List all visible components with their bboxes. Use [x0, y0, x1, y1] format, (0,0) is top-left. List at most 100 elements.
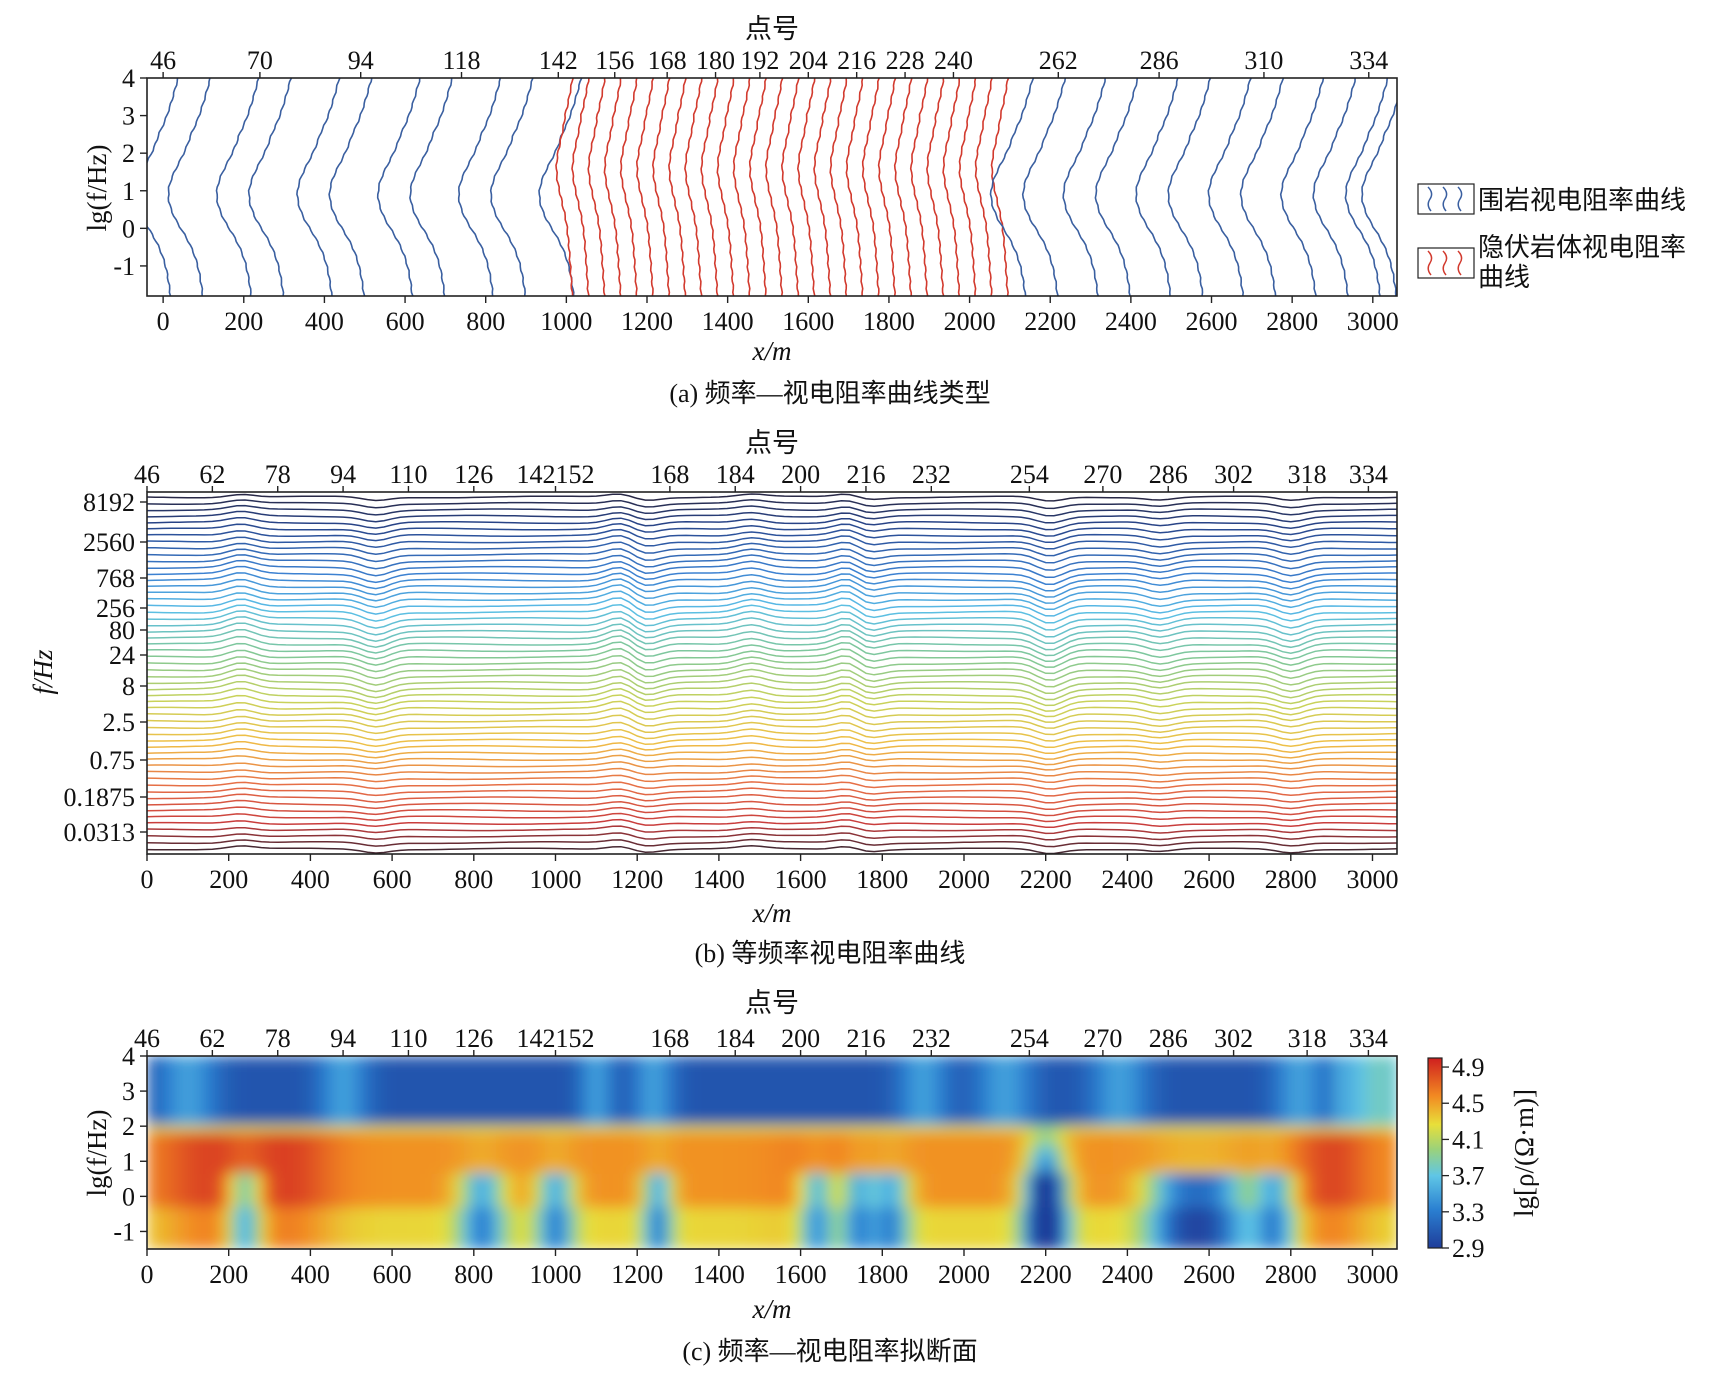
heatmap-cell [593, 1166, 603, 1174]
heatmap-cell [1080, 1235, 1090, 1243]
heatmap-cell [195, 1138, 205, 1147]
heatmap-cell [349, 1131, 359, 1140]
heatmap-cell [455, 1214, 465, 1223]
x-tick-label: 2800 [1266, 307, 1318, 336]
heatmap-cell [1145, 1069, 1155, 1078]
x-tick-label: 2000 [938, 865, 990, 894]
heatmap-cell [585, 1138, 595, 1147]
heatmap-cell [836, 1187, 846, 1195]
heatmap-cell [723, 1124, 733, 1133]
heatmap-cell [1218, 1221, 1228, 1230]
heatmap-cell [260, 1138, 270, 1147]
heatmap-cell [1283, 1138, 1293, 1147]
heatmap-cell [236, 1173, 246, 1181]
heatmap-cell [317, 1193, 327, 1202]
heatmap-cell [788, 1138, 798, 1147]
heatmap-cell [698, 1166, 708, 1174]
heatmap-cell [203, 1062, 213, 1071]
heatmap-cell [536, 1214, 546, 1223]
heatmap-cell [1234, 1097, 1244, 1106]
heatmap-cell [926, 1235, 936, 1243]
heatmap-cell [682, 1159, 692, 1168]
heatmap-cell [1348, 1083, 1358, 1092]
heatmap-cell [772, 1131, 781, 1140]
heatmap-cell [780, 1180, 789, 1188]
heatmap-cell [1080, 1097, 1090, 1106]
heatmap-cell [682, 1118, 692, 1126]
heatmap-cell [1080, 1159, 1090, 1168]
heatmap-cell [966, 1111, 976, 1119]
heatmap-cell [1202, 1118, 1212, 1126]
heatmap-cell [934, 1207, 944, 1216]
heatmap-cell [682, 1193, 692, 1202]
heatmap-cell [983, 1228, 992, 1236]
heatmap-cell [1275, 1062, 1285, 1071]
heatmap-cell [512, 1118, 522, 1126]
colorbar-tick-label: 4.1 [1452, 1125, 1485, 1154]
heatmap-cell [1186, 1104, 1195, 1112]
heatmap-cell [893, 1242, 903, 1249]
heatmap-cell [1048, 1111, 1057, 1119]
heatmap-cell [593, 1104, 603, 1112]
heatmap-cell [1039, 1193, 1049, 1202]
heatmap-cell [447, 1131, 457, 1140]
heatmap-cell [260, 1124, 270, 1133]
heatmap-cell [147, 1228, 156, 1236]
x-tick-label: 1600 [775, 1260, 827, 1289]
heatmap-cell [1039, 1159, 1049, 1168]
x-tick-label: 3000 [1346, 1260, 1398, 1289]
heatmap-cell [828, 1200, 838, 1209]
heatmap-cell [707, 1193, 716, 1202]
heatmap-cell [358, 1076, 367, 1085]
heatmap-cell [1080, 1083, 1090, 1092]
panel-c-top-tick-labels: 46 62 78 94 110 126 142152 168 184 200 216 232 254 27… [134, 1024, 1388, 1056]
host-rock-curve [296, 78, 341, 296]
heatmap-cell [788, 1187, 798, 1195]
heatmap-cell [1088, 1214, 1098, 1223]
concealed-rock-curve [990, 78, 1010, 296]
heatmap-cell [1234, 1221, 1244, 1230]
heatmap-cell [1283, 1242, 1293, 1249]
heatmap-cell [1031, 1090, 1041, 1099]
heatmap-cell [293, 1159, 302, 1168]
heatmap-cell [504, 1090, 513, 1099]
top-tick-label: 310 [1244, 46, 1283, 75]
heatmap-cell [1348, 1173, 1358, 1181]
iso-frequency-curve [147, 747, 1397, 760]
heatmap-cell [1380, 1083, 1390, 1092]
heatmap-cell [1323, 1180, 1333, 1188]
heatmap-cell [520, 1062, 530, 1071]
heatmap-cell [715, 1214, 725, 1223]
heatmap-cell [804, 1145, 814, 1154]
heatmap-cell [934, 1235, 944, 1243]
heatmap-cell [528, 1242, 538, 1249]
heatmap-cell [1291, 1062, 1301, 1071]
heatmap-cell [390, 1118, 400, 1126]
heatmap-cell [366, 1076, 376, 1085]
heatmap-cell [1080, 1193, 1090, 1202]
heatmap-cell [1104, 1111, 1114, 1119]
heatmap-cell [1096, 1214, 1106, 1223]
heatmap-cell [220, 1207, 229, 1216]
heatmap-cell [991, 1200, 1001, 1209]
heatmap-cell [512, 1056, 522, 1064]
iso-frequency-curve [147, 761, 1397, 771]
heatmap-cell [1210, 1193, 1220, 1202]
heatmap-cell [301, 1200, 311, 1209]
heatmap-cell [1218, 1062, 1228, 1071]
heatmap-cell [520, 1221, 530, 1230]
heatmap-cell [974, 1118, 984, 1126]
heatmap-cell [228, 1207, 238, 1216]
heatmap-cell [1072, 1187, 1082, 1195]
heatmap-cell [885, 1159, 895, 1168]
heatmap-cell [772, 1159, 781, 1168]
heatmap-cell [682, 1200, 692, 1209]
heatmap-cell [1299, 1193, 1309, 1202]
heatmap-cell [1080, 1062, 1090, 1071]
heatmap-cell [1064, 1145, 1074, 1154]
heatmap-cell [1137, 1145, 1147, 1154]
heatmap-cell [147, 1062, 156, 1071]
heatmap-cell [1218, 1235, 1228, 1243]
heatmap-cell [260, 1193, 270, 1202]
heatmap-cell [1202, 1097, 1212, 1106]
